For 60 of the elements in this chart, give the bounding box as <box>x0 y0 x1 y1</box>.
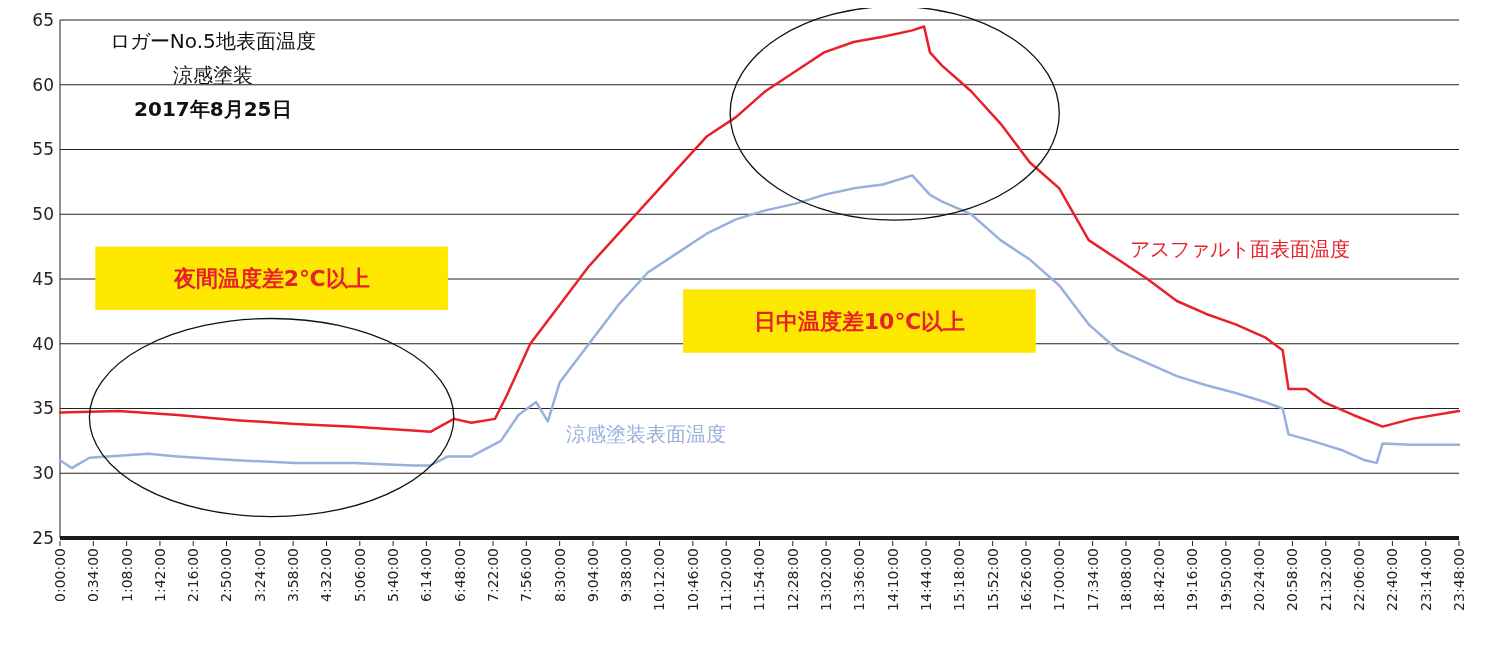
text: 涼感塗装 <box>172 63 253 87</box>
annotation: 2017年8月25日 <box>134 97 292 121</box>
x-tick-label: 19:50:00 <box>1217 548 1234 611</box>
x-tick-label: 20:24:00 <box>1251 548 1268 611</box>
x-tick-label: 3:24:00 <box>251 548 268 602</box>
series-label: アスファルト面表面温度 <box>1129 236 1350 261</box>
series-label: 涼感塗装表面温度 <box>565 421 726 446</box>
y-tick-label: 35 <box>32 398 54 419</box>
y-tick-label: 25 <box>32 527 54 548</box>
x-tick-label: 12:28:00 <box>784 548 801 611</box>
x-tick-label: 0:00:00 <box>51 548 68 602</box>
x-tick-label: 1:08:00 <box>118 548 135 602</box>
x-tick-label: 5:06:00 <box>351 548 368 602</box>
x-tick-label: 7:56:00 <box>518 548 535 602</box>
x-tick-label: 9:38:00 <box>618 548 635 602</box>
x-tick-label: 21:32:00 <box>1317 548 1334 611</box>
x-tick-label: 8:30:00 <box>551 548 568 602</box>
x-tick-label: 5:40:00 <box>385 548 401 602</box>
y-tick-label: 55 <box>32 139 54 160</box>
line-series <box>58 174 1461 470</box>
x-tick-label: 18:08:00 <box>1117 548 1134 611</box>
x-tick-label: 19:16:00 <box>1184 548 1201 611</box>
x-tick-label: 6:48:00 <box>451 548 468 602</box>
x-tick-label: 3:58:00 <box>285 548 302 602</box>
x-tick-label: 4:32:00 <box>318 548 335 602</box>
x-tick-label: 9:04:00 <box>584 548 601 602</box>
x-tick-label: 20:58:00 <box>1284 548 1301 611</box>
x-tick-label: 17:00:00 <box>1051 548 1068 611</box>
y-tick-label: 45 <box>32 268 54 289</box>
x-tick-label: 10:12:00 <box>651 548 668 611</box>
y-tick-label: 30 <box>32 463 54 484</box>
x-tick-label: 0:34:00 <box>85 548 102 602</box>
x-tick-label: 14:44:00 <box>917 548 934 611</box>
x-tick-label: 15:18:00 <box>951 548 968 611</box>
x-tick-label: 11:54:00 <box>751 548 768 611</box>
x-tick-label: 18:42:00 <box>1151 548 1168 611</box>
x-tick-label: 15:52:00 <box>984 548 1001 611</box>
x-tick-label: 22:06:00 <box>1350 548 1367 611</box>
x-tick-label: 14:10:00 <box>884 548 901 611</box>
annotation: 夜間温度差2℃以上 <box>172 266 370 292</box>
x-tick-label: 2:16:00 <box>185 548 202 602</box>
x-tick-label: 7:22:00 <box>484 548 501 602</box>
x-tick-label: 23:48:00 <box>1450 548 1467 611</box>
x-tick-label: 17:34:00 <box>1084 548 1101 611</box>
x-tick-label: 2:50:00 <box>218 548 235 602</box>
x-tick-label: 23:14:00 <box>1417 548 1434 611</box>
x-tick-label: 13:02:00 <box>818 548 835 611</box>
y-tick-label: 40 <box>32 333 54 354</box>
x-tick-label: 6:14:00 <box>418 548 435 602</box>
x-tick-label: 22:40:00 <box>1384 548 1401 611</box>
y-tick-label: 65 <box>32 9 54 30</box>
y-tick-label: 60 <box>32 74 54 95</box>
x-tick-label: 13:36:00 <box>851 548 868 611</box>
x-tick-label: 1:42:00 <box>151 548 168 602</box>
annotation: 日中温度差10℃以上 <box>753 308 966 334</box>
x-tick-label: 11:20:00 <box>718 548 735 611</box>
text: ロガーNo.5地表面温度 <box>109 29 316 53</box>
x-tick-label: 16:26:00 <box>1017 548 1034 611</box>
y-tick-label: 50 <box>32 204 54 225</box>
x-tick-label: 10:46:00 <box>684 548 701 611</box>
